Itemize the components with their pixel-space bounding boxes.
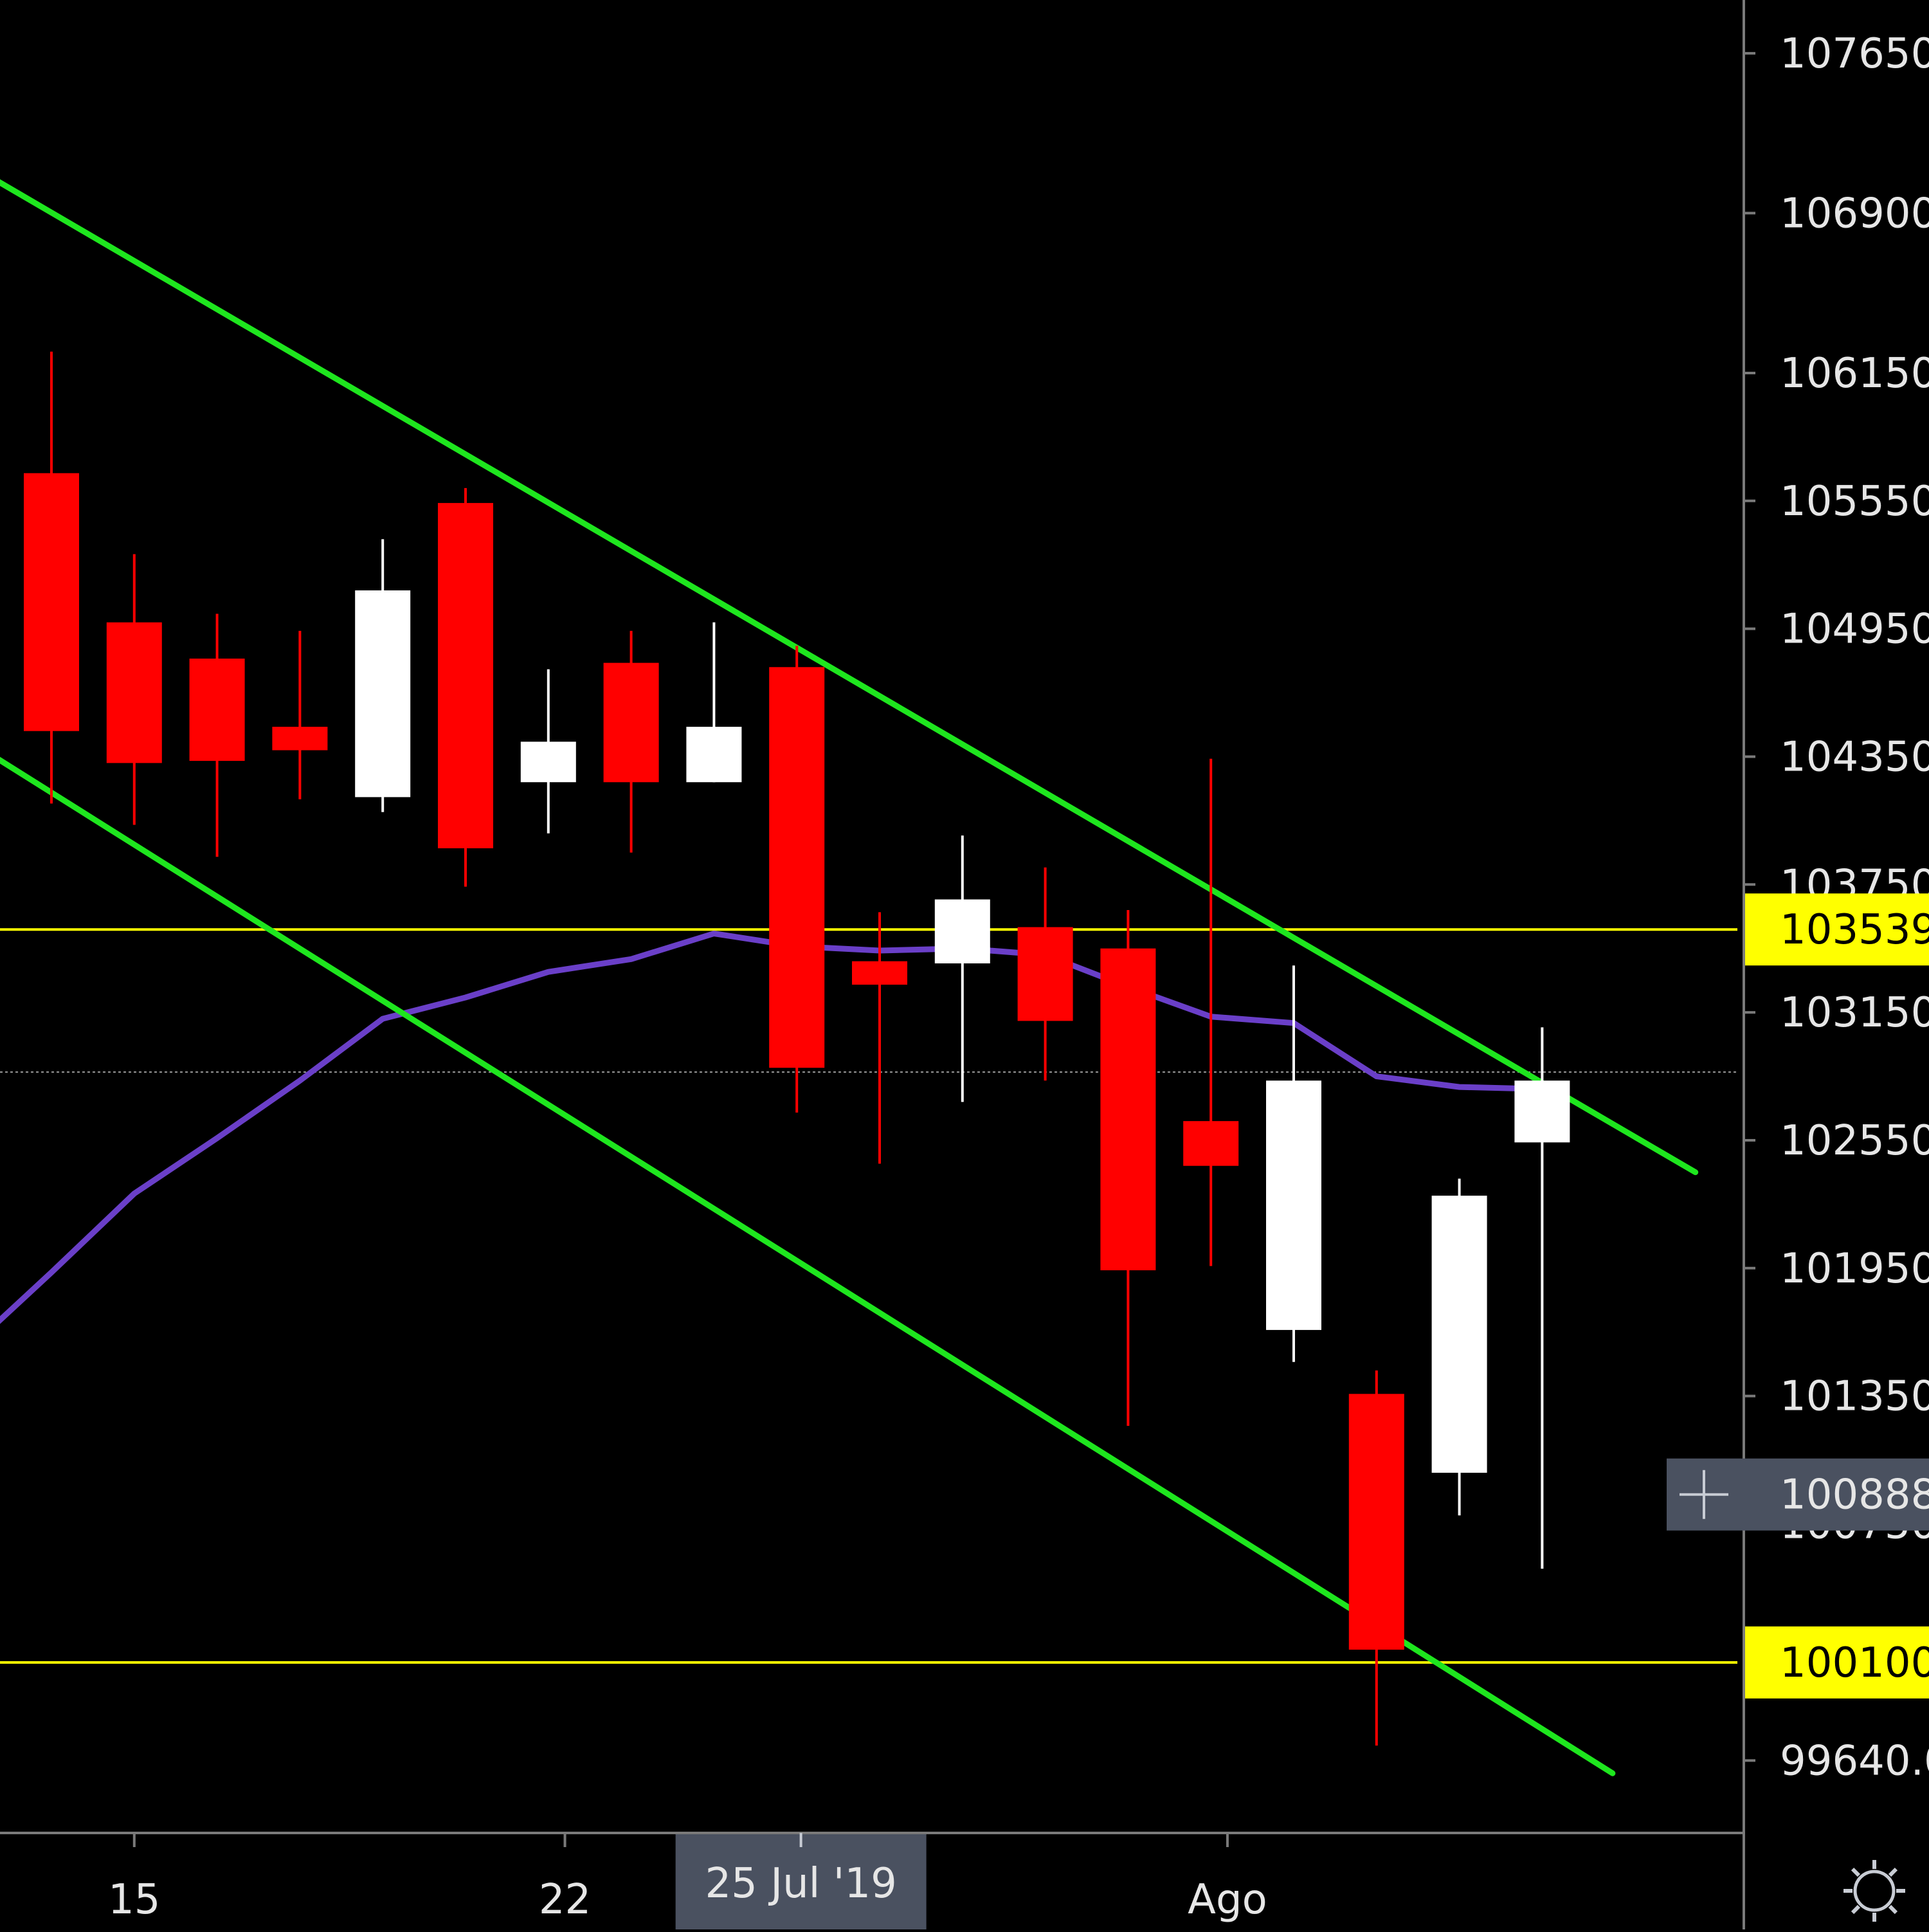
candle-down[interactable] [1348,1370,1404,1746]
candle-up[interactable] [520,669,576,834]
channel-upper-line [0,179,1699,1176]
candle-up[interactable] [1514,1027,1570,1569]
y-tick-label: 106900 [1780,190,1929,237]
trend-channel [0,179,1699,1776]
y-tick-label: 102550 [1780,1117,1929,1165]
y-tick-label: 103150 [1780,989,1929,1037]
candle-down[interactable] [438,488,493,887]
candle-down[interactable] [1183,758,1239,1266]
x-tick-label: 15 [108,1876,160,1924]
candle-body[interactable] [438,503,493,848]
candle-body[interactable] [1017,927,1073,1021]
gear-tooth [1851,1904,1861,1915]
channel-lower-line [0,756,1616,1776]
candle-body[interactable] [272,727,328,751]
gear-tooth [1888,1904,1898,1915]
candle-body[interactable] [1431,1196,1487,1473]
moving-average-line [0,931,1543,1324]
candle-body[interactable] [603,662,659,783]
candle-down[interactable] [603,630,659,853]
settings-gear-icon[interactable] [1843,1860,1905,1922]
candle-body[interactable] [1348,1394,1404,1650]
candle-body[interactable] [852,961,907,985]
y-tick-label: 99640.0 [1780,1737,1929,1785]
x-tick-label: 22 [539,1876,591,1924]
crosshair-price-label: 100888 [1780,1472,1929,1519]
y-tick-label: 104350 [1780,733,1929,781]
gear-ring [1853,1870,1896,1912]
crosshair-date-label: 25 Jul '19 [705,1860,896,1908]
candle-body[interactable] [1266,1080,1321,1330]
candle-body[interactable] [24,473,79,731]
crosshair-date-badge [675,1834,927,1931]
candle-body[interactable] [520,742,576,783]
candle-body[interactable] [934,899,990,963]
candle-down[interactable] [852,912,907,1164]
y-tick-label: 104950 [1780,606,1929,653]
y-tick-label: 106150 [1780,350,1929,397]
level-price-label: 103539 [1780,906,1929,954]
gear-tooth [1851,1867,1861,1877]
candle-up[interactable] [686,622,742,783]
candle-body[interactable] [355,590,411,797]
candle-body[interactable] [1183,1121,1239,1166]
candle-down[interactable] [24,351,79,804]
level-price-badge [1745,1626,1929,1699]
level-price-label: 100100 [1780,1639,1929,1687]
candle-down[interactable] [272,630,328,799]
y-tick-label: 101950 [1780,1245,1929,1293]
moving-average [0,931,1543,1324]
candle-up[interactable] [355,539,411,812]
candle-down[interactable] [1017,867,1073,1081]
candle-body[interactable] [1100,948,1156,1271]
y-tick-label: 107650 [1780,30,1929,78]
level-price-badge [1745,893,1929,966]
chart-ui[interactable]: 100888 25 Jul '19 [675,1458,1929,1931]
axis-labels: 1076501069001061501055501049501043501037… [108,30,1929,1924]
candle-down[interactable] [769,646,825,1113]
candles[interactable] [24,351,1570,1746]
candle-body[interactable] [769,667,825,1068]
candle-body[interactable] [106,622,162,763]
candle-down[interactable] [1100,910,1156,1426]
gear-tooth [1888,1867,1898,1877]
candle-up[interactable] [1431,1178,1487,1516]
x-tick-label: Ago [1188,1876,1267,1924]
candle-body[interactable] [1514,1080,1570,1143]
candle-up[interactable] [934,835,990,1102]
candle-up[interactable] [1266,965,1321,1362]
candle-body[interactable] [686,727,742,783]
horizontal-levels [0,928,1737,1664]
y-tick-label: 105550 [1780,478,1929,525]
candle-down[interactable] [106,554,162,825]
candle-down[interactable] [189,614,245,857]
candle-body[interactable] [189,659,245,761]
crosshair-plus-icon[interactable] [1680,1470,1728,1519]
y-tick-label: 101350 [1780,1373,1929,1421]
